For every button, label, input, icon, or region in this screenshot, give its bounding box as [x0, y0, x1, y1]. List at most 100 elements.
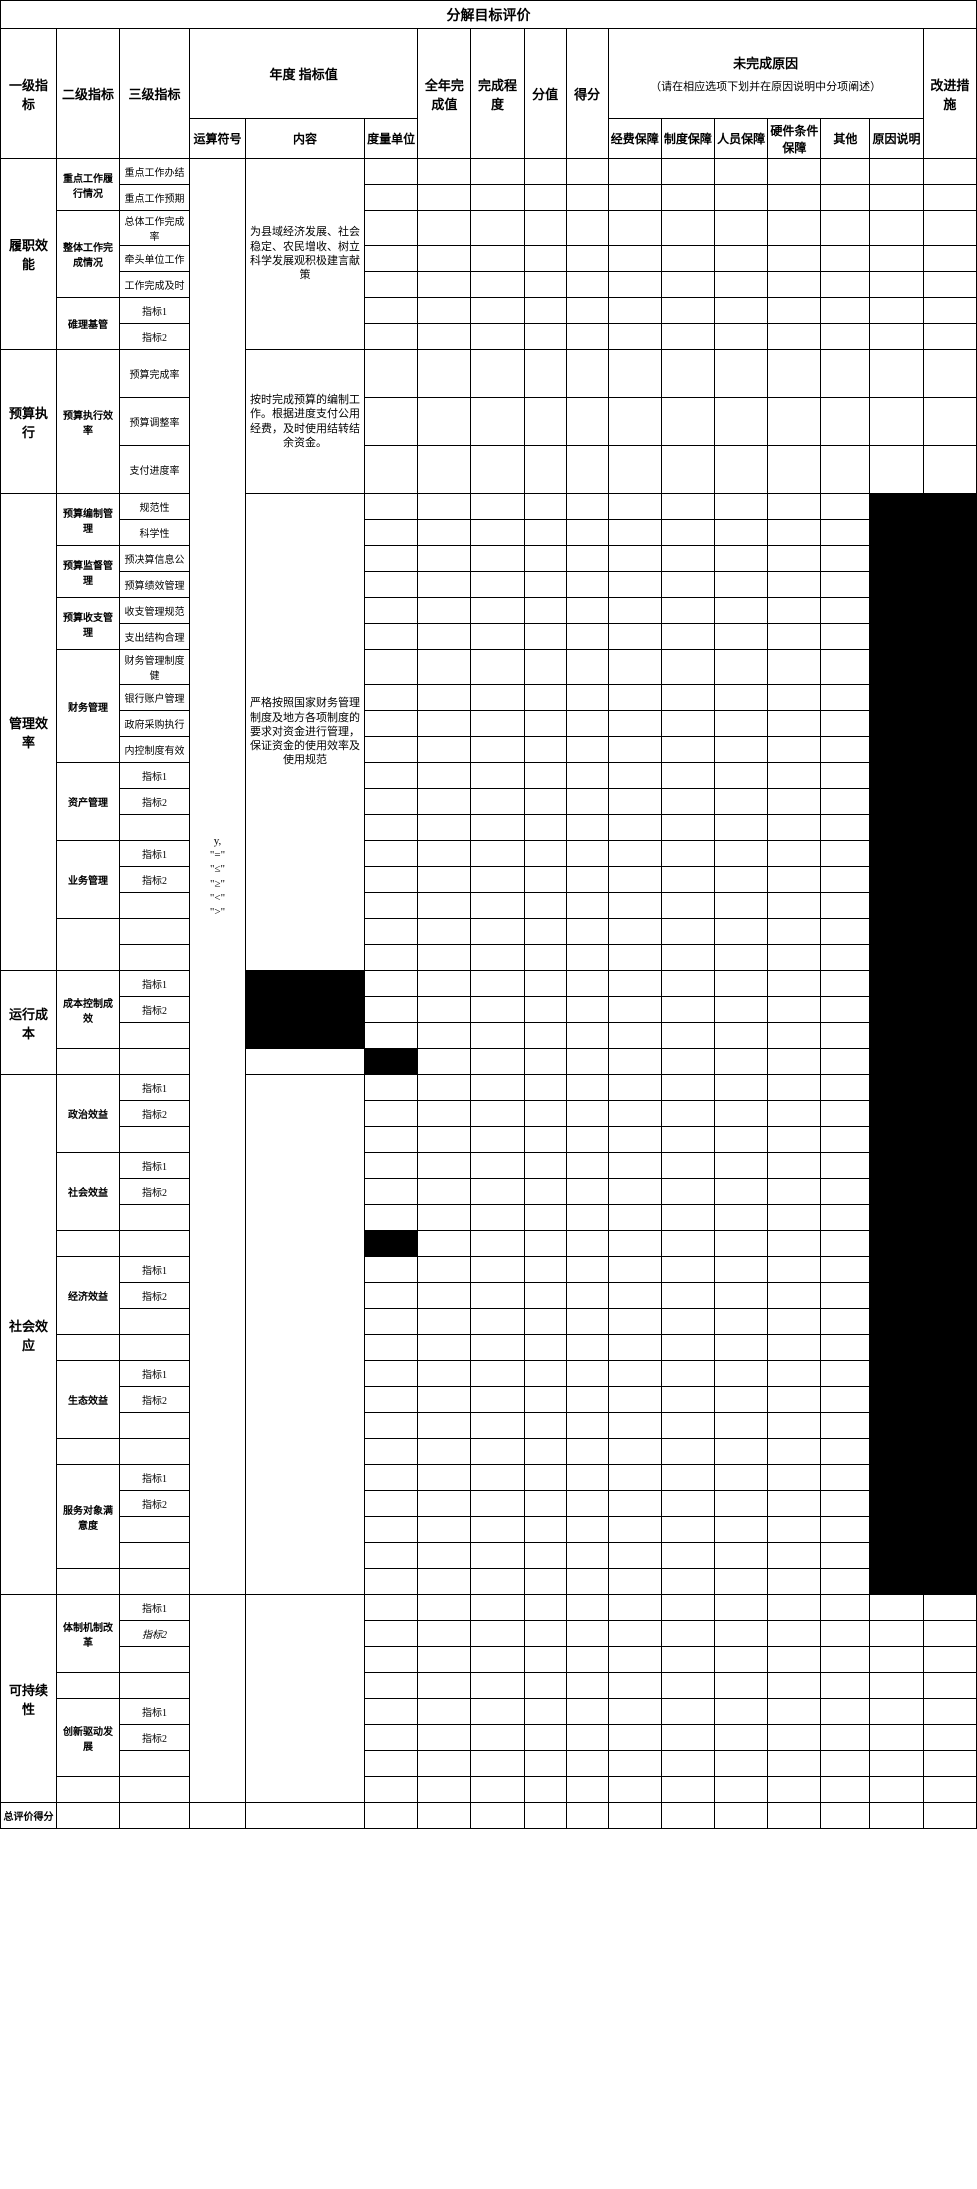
cell: [768, 598, 821, 624]
cell: [768, 1335, 821, 1361]
cell: [524, 1777, 566, 1803]
header-improvement: 改进措施: [923, 29, 976, 159]
level1-sustainability: 可持续性: [1, 1595, 57, 1803]
cell: [418, 685, 471, 711]
cell: [471, 185, 524, 211]
cell: [471, 1231, 524, 1257]
cell: [418, 1257, 471, 1283]
cell: [608, 841, 661, 867]
cell: [608, 789, 661, 815]
cell: [120, 945, 190, 971]
cell: [120, 1335, 190, 1361]
cell: [661, 1075, 714, 1101]
cell: [566, 1621, 608, 1647]
cell: [471, 1387, 524, 1413]
cell: [418, 350, 471, 398]
cell: [608, 546, 661, 572]
cell: [471, 1491, 524, 1517]
cell: [715, 211, 768, 246]
cell: [471, 763, 524, 789]
cell: [524, 1491, 566, 1517]
level2-service-satisfaction: 服务对象满意度: [57, 1465, 120, 1569]
cell: [566, 350, 608, 398]
cell: [365, 1205, 418, 1231]
cell: [418, 1049, 471, 1075]
cell: [524, 1127, 566, 1153]
cell: [418, 598, 471, 624]
cell: [471, 945, 524, 971]
cell: [418, 494, 471, 520]
cell: [768, 650, 821, 685]
cell: [715, 1231, 768, 1257]
cell: [768, 520, 821, 546]
cell: [365, 298, 418, 324]
cell: [365, 919, 418, 945]
cell: [608, 1153, 661, 1179]
cell: [821, 1127, 870, 1153]
cell: [120, 1673, 190, 1699]
header-content: 内容: [246, 119, 365, 159]
cell: [365, 893, 418, 919]
cell: [661, 650, 714, 685]
level3-budget-complete-rate: 预算完成率: [120, 350, 190, 398]
cell: [661, 1491, 714, 1517]
cell: [365, 624, 418, 650]
level3-indicator1: 指标1: [120, 1361, 190, 1387]
cell: [566, 685, 608, 711]
cell: [524, 272, 566, 298]
cell: [566, 1075, 608, 1101]
cell: [524, 841, 566, 867]
cell: [661, 520, 714, 546]
cell: [365, 1439, 418, 1465]
cell: [870, 1725, 923, 1751]
cell: [608, 1569, 661, 1595]
cell: [566, 546, 608, 572]
cell: [608, 446, 661, 494]
cell: [471, 1621, 524, 1647]
cell: [768, 1075, 821, 1101]
cell: [566, 211, 608, 246]
level3-indicator1: 指标1: [120, 1595, 190, 1621]
level3-indicator1: 指标1: [120, 763, 190, 789]
cell: [661, 1725, 714, 1751]
cell: [661, 1153, 714, 1179]
cell: [365, 1699, 418, 1725]
cell: [821, 1725, 870, 1751]
cell: [524, 298, 566, 324]
header-score-value: 分值: [524, 29, 566, 159]
cell: [566, 1465, 608, 1491]
cell: [821, 624, 870, 650]
cell: [768, 1465, 821, 1491]
cell: [870, 272, 923, 298]
cell: [418, 997, 471, 1023]
cell: [471, 919, 524, 945]
black-cell: [365, 1231, 418, 1257]
cell: [566, 1569, 608, 1595]
cell: [608, 1101, 661, 1127]
cell: [524, 159, 566, 185]
level3-indicator1: 指标1: [120, 1699, 190, 1725]
cell: [608, 1361, 661, 1387]
cell: [524, 1179, 566, 1205]
cell: [768, 350, 821, 398]
cell: [608, 185, 661, 211]
cell: [471, 1127, 524, 1153]
cell: [821, 1621, 870, 1647]
cell: [471, 1751, 524, 1777]
cell: [821, 893, 870, 919]
level3-indicator2: 指标2: [120, 1283, 190, 1309]
cell: [715, 945, 768, 971]
cell: [365, 711, 418, 737]
cell: [57, 919, 120, 971]
cell: [418, 1231, 471, 1257]
cell: [715, 446, 768, 494]
cell: [608, 1699, 661, 1725]
header-level1: 一级指标: [1, 29, 57, 159]
cell: [471, 997, 524, 1023]
cell: [923, 298, 976, 324]
cell: [768, 1673, 821, 1699]
cell: [661, 1101, 714, 1127]
cell: [418, 650, 471, 685]
cell: [715, 919, 768, 945]
cell: [661, 446, 714, 494]
